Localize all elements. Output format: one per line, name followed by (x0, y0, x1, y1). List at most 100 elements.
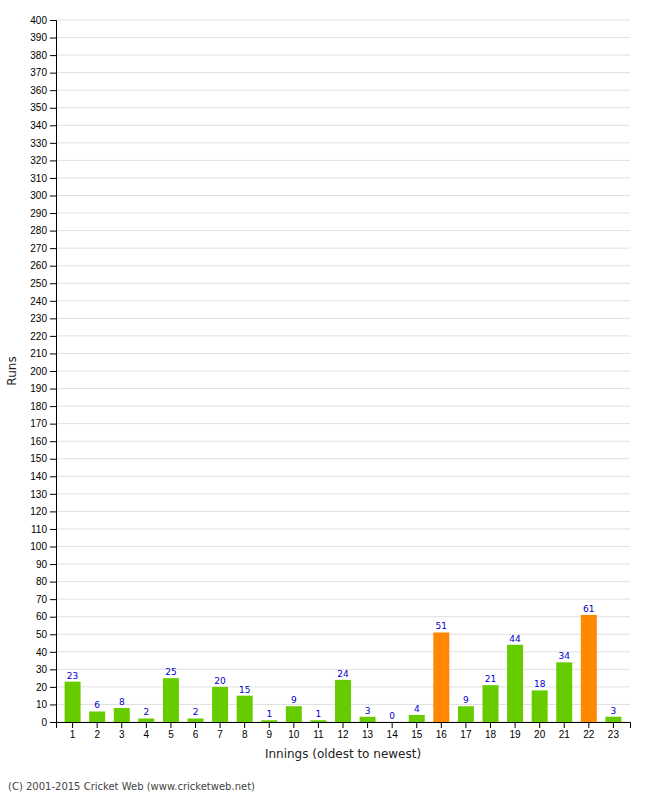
tick-mark (50, 547, 56, 548)
tick-label: 390 (30, 32, 47, 43)
tick-label: 18 (485, 729, 497, 740)
tick-mark (50, 90, 56, 91)
tick: 400 (30, 15, 56, 26)
tick-label: 280 (30, 225, 47, 236)
bar (310, 720, 326, 722)
tick-mark (50, 441, 56, 442)
tick-mark (50, 406, 56, 407)
tick-label: 10 (36, 699, 48, 710)
tick-label: 320 (30, 155, 47, 166)
tick-mark (613, 722, 614, 728)
tick: 310 (30, 173, 56, 184)
tick-mark (588, 722, 589, 728)
grid-line (56, 283, 630, 284)
data-label: 15 (239, 685, 250, 695)
tick-mark (50, 143, 56, 144)
tick-mark (50, 371, 56, 372)
tick-label: 300 (30, 190, 47, 201)
tick: 120 (30, 506, 56, 517)
grid-line (56, 493, 630, 494)
data-label: 9 (291, 695, 297, 705)
tick-mark (50, 160, 56, 161)
tick: 320 (30, 155, 56, 166)
tick-mark (50, 353, 56, 354)
tick: 19 (510, 722, 522, 740)
tick-label: 90 (36, 559, 48, 570)
tick-mark (50, 196, 56, 197)
axis-line (57, 723, 631, 729)
tick: 270 (30, 243, 56, 254)
tick-mark (50, 108, 56, 109)
tick-label: 60 (36, 611, 48, 622)
tick: 5 (168, 722, 174, 740)
data-label: 23 (67, 671, 78, 681)
tick-label: 23 (608, 729, 620, 740)
tick-label: 220 (30, 331, 47, 342)
tick: 240 (30, 296, 56, 307)
tick: 150 (30, 453, 56, 464)
grid-line (56, 476, 630, 477)
tick-label: 3 (119, 729, 125, 740)
tick: 70 (36, 594, 56, 605)
chart: 2368225220151912430451921441834613123456… (0, 0, 650, 800)
grid-line (56, 160, 630, 161)
tick-label: 16 (436, 729, 448, 740)
tick: 390 (30, 32, 56, 43)
tick-mark (367, 722, 368, 728)
tick: 360 (30, 85, 56, 96)
tick-mark (146, 722, 147, 728)
tick-label: 270 (30, 243, 47, 254)
tick-mark (50, 125, 56, 126)
tick: 280 (30, 225, 56, 236)
tick-mark (50, 248, 56, 249)
tick-label: 400 (30, 15, 47, 26)
tick: 11 (313, 722, 324, 740)
data-label: 24 (337, 669, 349, 679)
data-label: 20 (214, 676, 226, 686)
tick-mark (50, 652, 56, 653)
tick-mark (170, 722, 171, 728)
tick-mark (50, 687, 56, 688)
tick: 20 (36, 682, 56, 693)
tick-mark (50, 599, 56, 600)
grid-line (56, 125, 630, 126)
tick-mark (50, 231, 56, 232)
tick-label: 100 (30, 541, 47, 552)
tick: 20 (534, 722, 546, 740)
tick-mark (50, 389, 56, 390)
tick: 60 (36, 611, 56, 622)
tick: 3 (119, 722, 125, 740)
tick-label: 110 (31, 524, 47, 535)
tick: 190 (30, 383, 56, 394)
tick-label: 130 (30, 489, 47, 500)
tick: 130 (30, 489, 56, 500)
tick-label: 15 (411, 729, 423, 740)
grid-line (56, 72, 630, 73)
data-label: 6 (94, 700, 100, 710)
tick: 350 (30, 102, 56, 113)
tick: 21 (559, 722, 571, 740)
tick: 220 (30, 331, 56, 342)
tick: 170 (30, 418, 56, 429)
bar (138, 718, 154, 722)
grid-line (56, 406, 630, 407)
tick: 23 (608, 722, 620, 740)
tick-mark (50, 424, 56, 425)
grid-line (56, 300, 630, 301)
tick-mark (50, 704, 56, 705)
bar (286, 706, 302, 722)
tick: 180 (30, 401, 56, 412)
tick: 140 (30, 471, 56, 482)
grid-line (56, 195, 630, 196)
tick: 330 (30, 138, 56, 149)
tick-mark (50, 213, 56, 214)
tick-label: 240 (30, 296, 47, 307)
tick-label: 310 (30, 173, 47, 184)
x-axis-title: Innings (oldest to newest) (265, 747, 421, 761)
tick-label: 6 (193, 729, 199, 740)
tick-mark (50, 178, 56, 179)
tick-mark (50, 634, 56, 635)
tick-mark (50, 283, 56, 284)
bar (581, 615, 597, 722)
grid-line (56, 142, 630, 143)
